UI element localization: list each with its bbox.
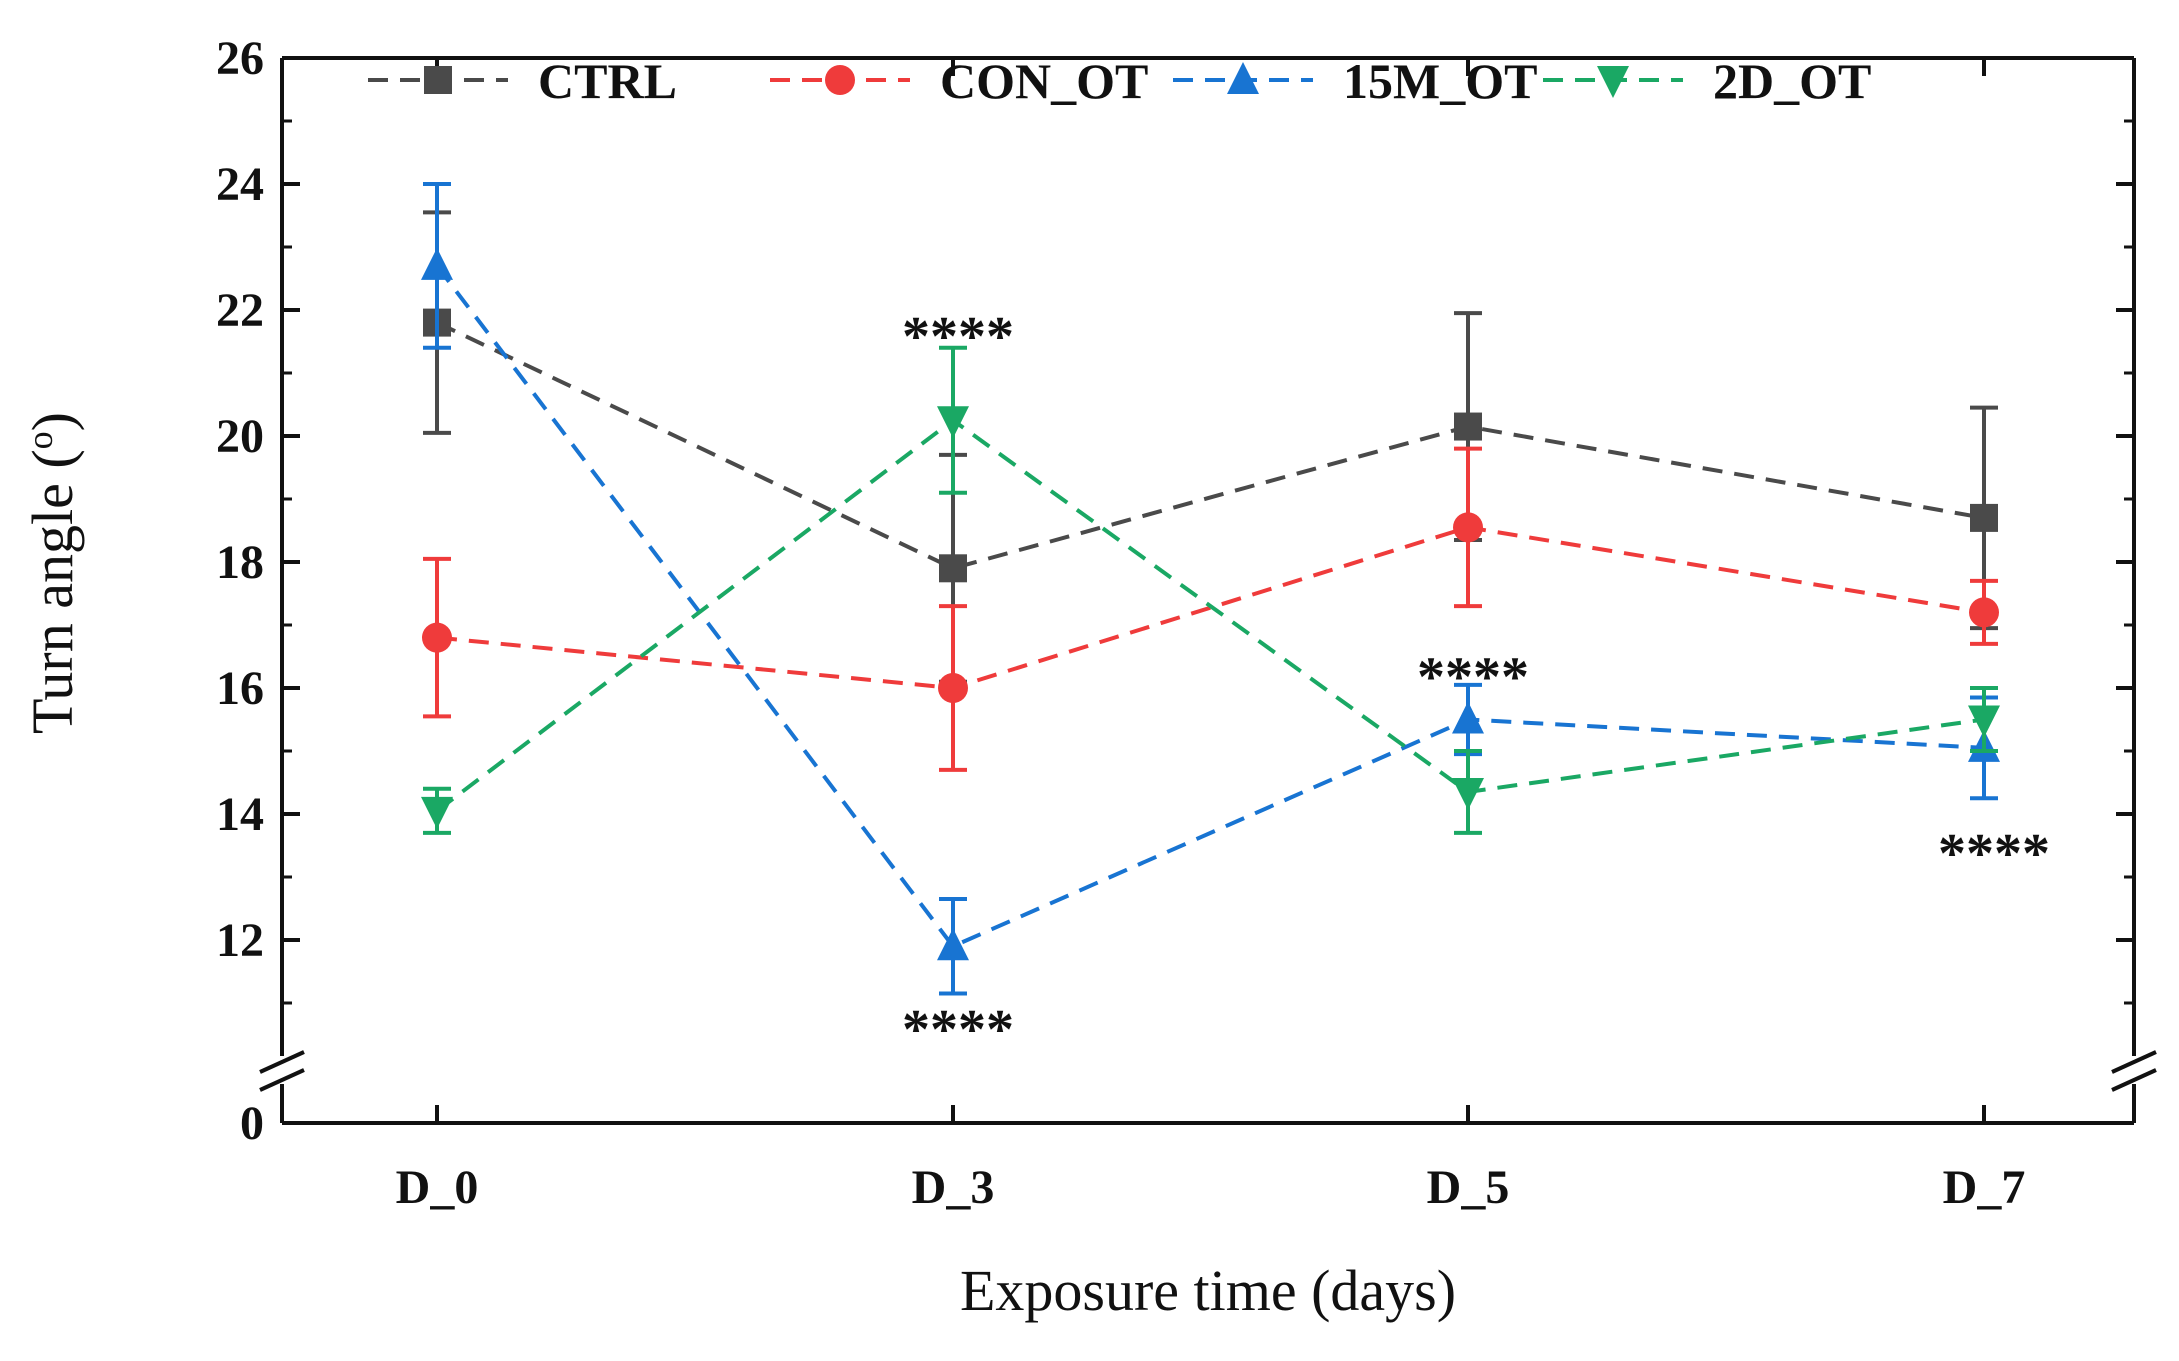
x-tick-label: D_3 [912, 1161, 995, 1214]
series-layer [421, 182, 2000, 996]
y-tick-label: 12 [216, 914, 264, 967]
data-point [937, 406, 969, 439]
data-point [938, 673, 968, 703]
significance-label: **** [1417, 646, 1529, 708]
x-tick-label: D_0 [396, 1161, 479, 1214]
y-break-right-lower [2111, 1068, 2157, 1092]
data-point [1970, 503, 1998, 532]
y-tick-label: 16 [216, 662, 264, 715]
series-line [436, 525, 1985, 691]
legend-entry-15m_ot: 15M_OT [1173, 53, 1537, 109]
series-line [436, 320, 1985, 571]
y-tick-label: 26 [216, 32, 264, 85]
data-point [1969, 597, 1999, 628]
significance-label: **** [902, 306, 1014, 368]
y-axis-title-degree: o [20, 431, 60, 449]
data-point [939, 554, 967, 583]
legend: CTRL CON_OT 15M_OT 2D_OT [368, 53, 1871, 109]
data-point [1454, 412, 1482, 441]
y-axis-title-text: Turn angle ( [20, 449, 85, 734]
significance-label: **** [902, 999, 1014, 1061]
data-point [1968, 705, 2000, 738]
legend-marker [424, 66, 452, 94]
x-axis-title: Exposure time (days) [960, 1258, 1456, 1323]
series-2d_ot [421, 345, 2000, 835]
y-break-left-upper [259, 1050, 305, 1074]
x-tick-label: D_5 [1427, 1161, 1510, 1214]
data-point [1453, 512, 1483, 543]
y-tick-label-zero: 0 [240, 1097, 264, 1150]
legend-entry-ctrl: CTRL [368, 53, 677, 109]
legend-marker [1597, 66, 1629, 98]
y-tick-label: 22 [216, 284, 264, 337]
legend-label: 2D_OT [1713, 53, 1871, 109]
series-line [435, 417, 1985, 813]
legend-entry-2d_ot: 2D_OT [1543, 53, 1871, 109]
legend-label: 15M_OT [1343, 53, 1537, 109]
x-tick-label: D_7 [1943, 1161, 2026, 1214]
data-point [421, 247, 453, 280]
legend-label: CTRL [538, 53, 677, 109]
series-con_ot [422, 446, 1999, 772]
series-line [435, 264, 1985, 949]
data-point [937, 928, 969, 961]
data-point [1452, 777, 1484, 810]
y-tick-label: 14 [216, 788, 264, 841]
y-tick-label: 18 [216, 536, 264, 589]
legend-label: CON_OT [940, 53, 1148, 109]
annotations: **** **** **** **** [902, 306, 2050, 1061]
legend-marker [1227, 62, 1259, 94]
legend-marker [825, 65, 855, 95]
y-tick-label: 24 [216, 158, 264, 211]
data-point [421, 796, 453, 829]
y-axis-title-close: ) [20, 412, 85, 431]
legend-entry-con_ot: CON_OT [770, 53, 1148, 109]
y-tick-label: 20 [216, 410, 264, 463]
axes: 12 14 16 18 20 22 24 26 0 D_0 D_3 D_5 D_7 [216, 32, 2157, 1214]
y-break-right-upper [2111, 1050, 2157, 1074]
data-point [1452, 701, 1484, 734]
y-axis-title: Turn angle (o) [20, 412, 85, 734]
data-point [422, 622, 452, 653]
significance-label: **** [1938, 823, 2050, 885]
y-break-left-lower [259, 1068, 305, 1092]
series-ctrl [423, 210, 1998, 684]
series-15m_ot [421, 182, 2000, 996]
